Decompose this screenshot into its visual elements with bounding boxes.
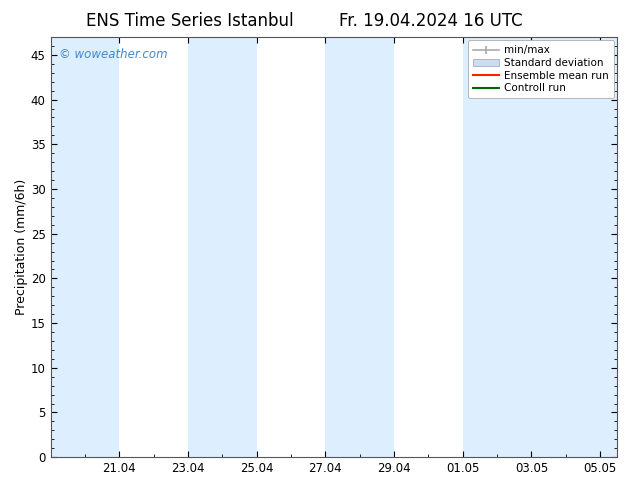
Text: © woweather.com: © woweather.com: [59, 48, 167, 61]
Legend: min/max, Standard deviation, Ensemble mean run, Controll run: min/max, Standard deviation, Ensemble me…: [468, 40, 614, 98]
Y-axis label: Precipitation (mm/6h): Precipitation (mm/6h): [15, 179, 28, 315]
Text: Fr. 19.04.2024 16 UTC: Fr. 19.04.2024 16 UTC: [339, 12, 523, 30]
Bar: [188, 37, 257, 457]
Bar: [51, 37, 119, 457]
Bar: [463, 37, 618, 457]
Bar: [325, 37, 394, 457]
Text: ENS Time Series Istanbul: ENS Time Series Istanbul: [86, 12, 294, 30]
